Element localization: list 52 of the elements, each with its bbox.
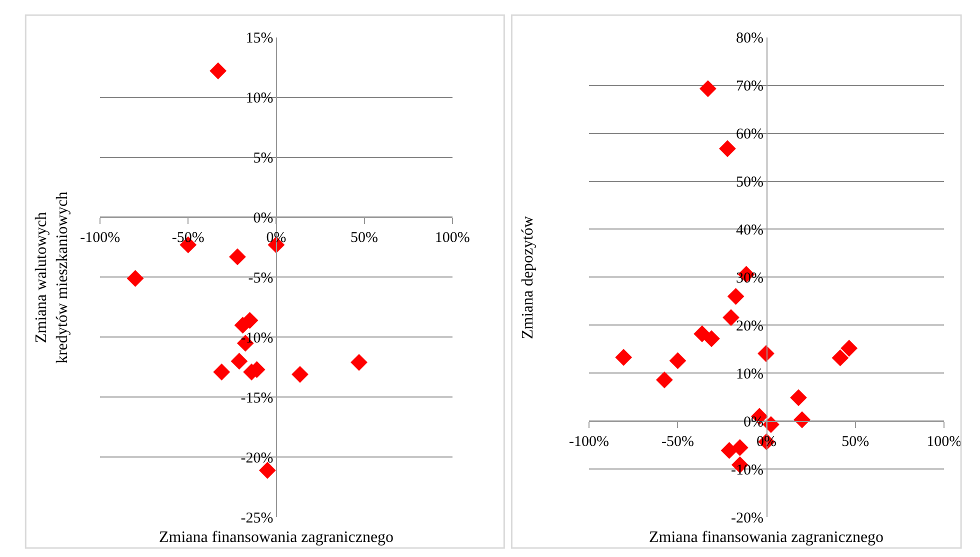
y-tick-label: -5% <box>248 270 274 286</box>
y-tick-label: -20% <box>731 510 764 526</box>
y-tick-label: 60% <box>736 126 764 143</box>
y-tick-label: 10% <box>246 90 274 107</box>
y-tick-label: 40% <box>736 222 764 238</box>
y-tick-label: 15% <box>246 30 274 47</box>
y-tick-label: -10% <box>731 462 764 478</box>
y-tick-label: 80% <box>736 30 764 47</box>
y-tick-label: 50% <box>736 174 764 191</box>
y-tick-label: 0% <box>744 414 764 430</box>
point <box>213 364 230 380</box>
point <box>350 354 368 371</box>
point <box>656 371 673 388</box>
point <box>731 439 748 456</box>
y-tick-label: -15% <box>240 390 274 406</box>
y-tick-label: 20% <box>736 318 764 334</box>
x-axis-title: Zmiana finansowania zagranicznego <box>649 529 884 546</box>
point <box>229 248 246 266</box>
y-tick-label: -25% <box>240 510 274 526</box>
point <box>794 411 810 428</box>
y-tick-label: 70% <box>736 78 764 95</box>
point <box>840 340 858 357</box>
y-tick-label: -20% <box>240 450 274 466</box>
point <box>703 330 720 348</box>
x-tick-label: 100% <box>434 230 470 246</box>
y-axis-title: Zmiana depozytów <box>520 216 537 340</box>
point <box>615 348 632 366</box>
point <box>719 140 736 158</box>
point <box>292 366 308 383</box>
x-tick-label: -100% <box>568 434 609 450</box>
x-tick-label: 100% <box>926 434 962 450</box>
y-tick-label: 0% <box>253 210 274 226</box>
point <box>258 462 276 479</box>
x-tick-label: 50% <box>350 230 378 246</box>
point <box>720 442 738 459</box>
x-tick-label: 0% <box>266 230 286 246</box>
x-axis-title: Zmiana finansowania zagranicznego <box>159 529 394 546</box>
point <box>230 352 248 370</box>
y-tick-label: 10% <box>736 366 764 382</box>
point <box>790 389 807 406</box>
point <box>832 349 849 366</box>
point <box>699 80 716 98</box>
x-tick-label: -100% <box>80 230 120 246</box>
point <box>727 288 744 305</box>
point <box>669 352 686 370</box>
y-axis-title: Zmiana walutowych kredytów mieszkaniowych <box>33 192 71 364</box>
point <box>126 270 144 287</box>
y-tick-label: 5% <box>253 150 274 167</box>
x-tick-label: 50% <box>842 434 870 450</box>
x-tick-label: -50% <box>662 434 694 450</box>
point <box>210 62 227 80</box>
x-tick-label: -50% <box>172 230 204 246</box>
